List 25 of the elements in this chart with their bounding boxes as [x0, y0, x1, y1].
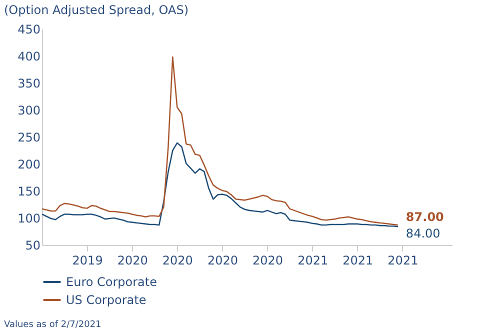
x-tick-label: 2020: [117, 254, 148, 268]
y-tick-label: 200: [18, 158, 40, 172]
y-tick-label: 300: [18, 104, 40, 118]
y-tick-label: 400: [18, 50, 40, 64]
x-tick-label: 2021: [342, 254, 374, 268]
y-tick-label: 50: [25, 238, 40, 252]
x-tick-label: 2020: [252, 254, 284, 268]
text: Values as of 2/7/2021: [4, 320, 102, 330]
data-label: 84.00: [406, 226, 440, 241]
x-tick-label: 2020: [207, 254, 238, 268]
y-tick-label: 250: [18, 130, 40, 144]
x-tick-label: 2021: [298, 254, 328, 268]
x-tick-label: 2021: [388, 254, 418, 268]
x-tick-label: 2019: [72, 254, 103, 268]
y-tick-label: 350: [18, 76, 40, 90]
legend-label: US Corporate: [66, 293, 146, 307]
y-tick-label: 150: [18, 184, 40, 198]
line-series: [41, 142, 399, 228]
chart-title: (Option Adjusted Spread, OAS): [4, 3, 188, 17]
y-tick-label: 100: [18, 212, 40, 226]
line-series: [41, 56, 399, 226]
legend-label: Euro Corporate: [66, 275, 158, 289]
y-tick-label: 450: [18, 22, 40, 36]
data-label: 87.00: [406, 210, 444, 224]
x-tick-label: 2020: [162, 254, 193, 268]
